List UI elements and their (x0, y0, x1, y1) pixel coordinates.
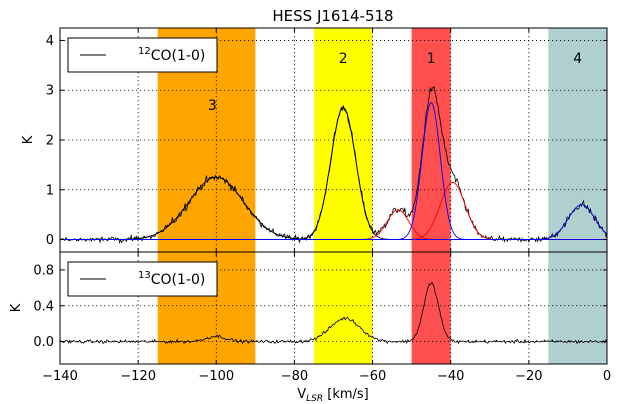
top-y-tick-label: 2 (46, 134, 54, 149)
top-band-2 (313, 28, 373, 252)
top-band-labels: 3 2 1 4 (208, 51, 582, 114)
bottom-ticks: −140 −120 −100 −80 −60 −40 −20 0 0.0 0.4 0.8 (33, 252, 611, 384)
bot-y-tick-label: 0.4 (33, 299, 54, 314)
top-y-tick-label: 0 (46, 233, 54, 248)
x-tick-label: −120 (120, 369, 156, 384)
bottom-grid (60, 252, 607, 364)
bottom-legend: 13CO(1-0) (67, 261, 218, 297)
bot-y-tick-label: 0.8 (33, 263, 54, 278)
band-label-4: 4 (573, 51, 582, 67)
x-axis-label-main: V (297, 387, 306, 402)
top-y-tick-label: 4 (46, 34, 54, 49)
top-y-tick-label: 1 (46, 183, 54, 198)
bot-band-4 (548, 252, 607, 364)
bottom-legend-label: 13CO(1-0) (138, 270, 205, 288)
bot-band-2 (313, 252, 373, 364)
x-tick-label: −20 (515, 369, 542, 384)
bottom-frame (59, 251, 608, 365)
band-label-3: 3 (208, 98, 217, 114)
x-tick-label: −100 (198, 369, 234, 384)
bot-y-tick-label: 0.0 (33, 335, 54, 350)
top-band-4 (548, 28, 607, 252)
top-legend-label: 12CO(1-0) (138, 46, 205, 64)
top-y-axis-label: K (21, 135, 36, 144)
bottom-legend-main: CO(1-0) (151, 272, 206, 288)
top-legend-main: CO(1-0) (151, 48, 206, 64)
x-axis-label: VLSR [km/s] (297, 387, 369, 404)
bot-band-3 (411, 252, 451, 364)
x-tick-label: −80 (281, 369, 308, 384)
x-tick-label: −60 (359, 369, 386, 384)
x-axis-label-rest: [km/s] (323, 387, 369, 402)
band-label-1: 1 (427, 51, 436, 67)
bottom-series (59, 282, 608, 345)
top-grid (60, 28, 607, 252)
chart-title: HESS J1614-518 (272, 7, 393, 25)
bottom-velocity-bands (157, 252, 607, 364)
x-tick-label: −140 (42, 369, 78, 384)
bottom-panel-13co: −140 −120 −100 −80 −60 −40 −20 0 0.0 0.4 0.8 13CO(… (9, 251, 611, 404)
top-series (59, 85, 608, 244)
x-axis-label-sub: LSR (306, 394, 323, 404)
x-tick-label: 0 (603, 369, 611, 384)
bot-spectrum-line (59, 282, 608, 345)
band-label-2: 2 (339, 51, 348, 67)
bottom-y-axis-label: K (9, 303, 24, 312)
top-fit-gaussian-3-2 (60, 204, 608, 241)
x-tick-label: −40 (437, 369, 464, 384)
top-legend: 12CO(1-0) (67, 37, 218, 73)
bottom-legend-sup: 13 (138, 270, 151, 281)
top-legend-sup: 12 (138, 46, 151, 57)
top-y-tick-label: 3 (46, 84, 54, 99)
